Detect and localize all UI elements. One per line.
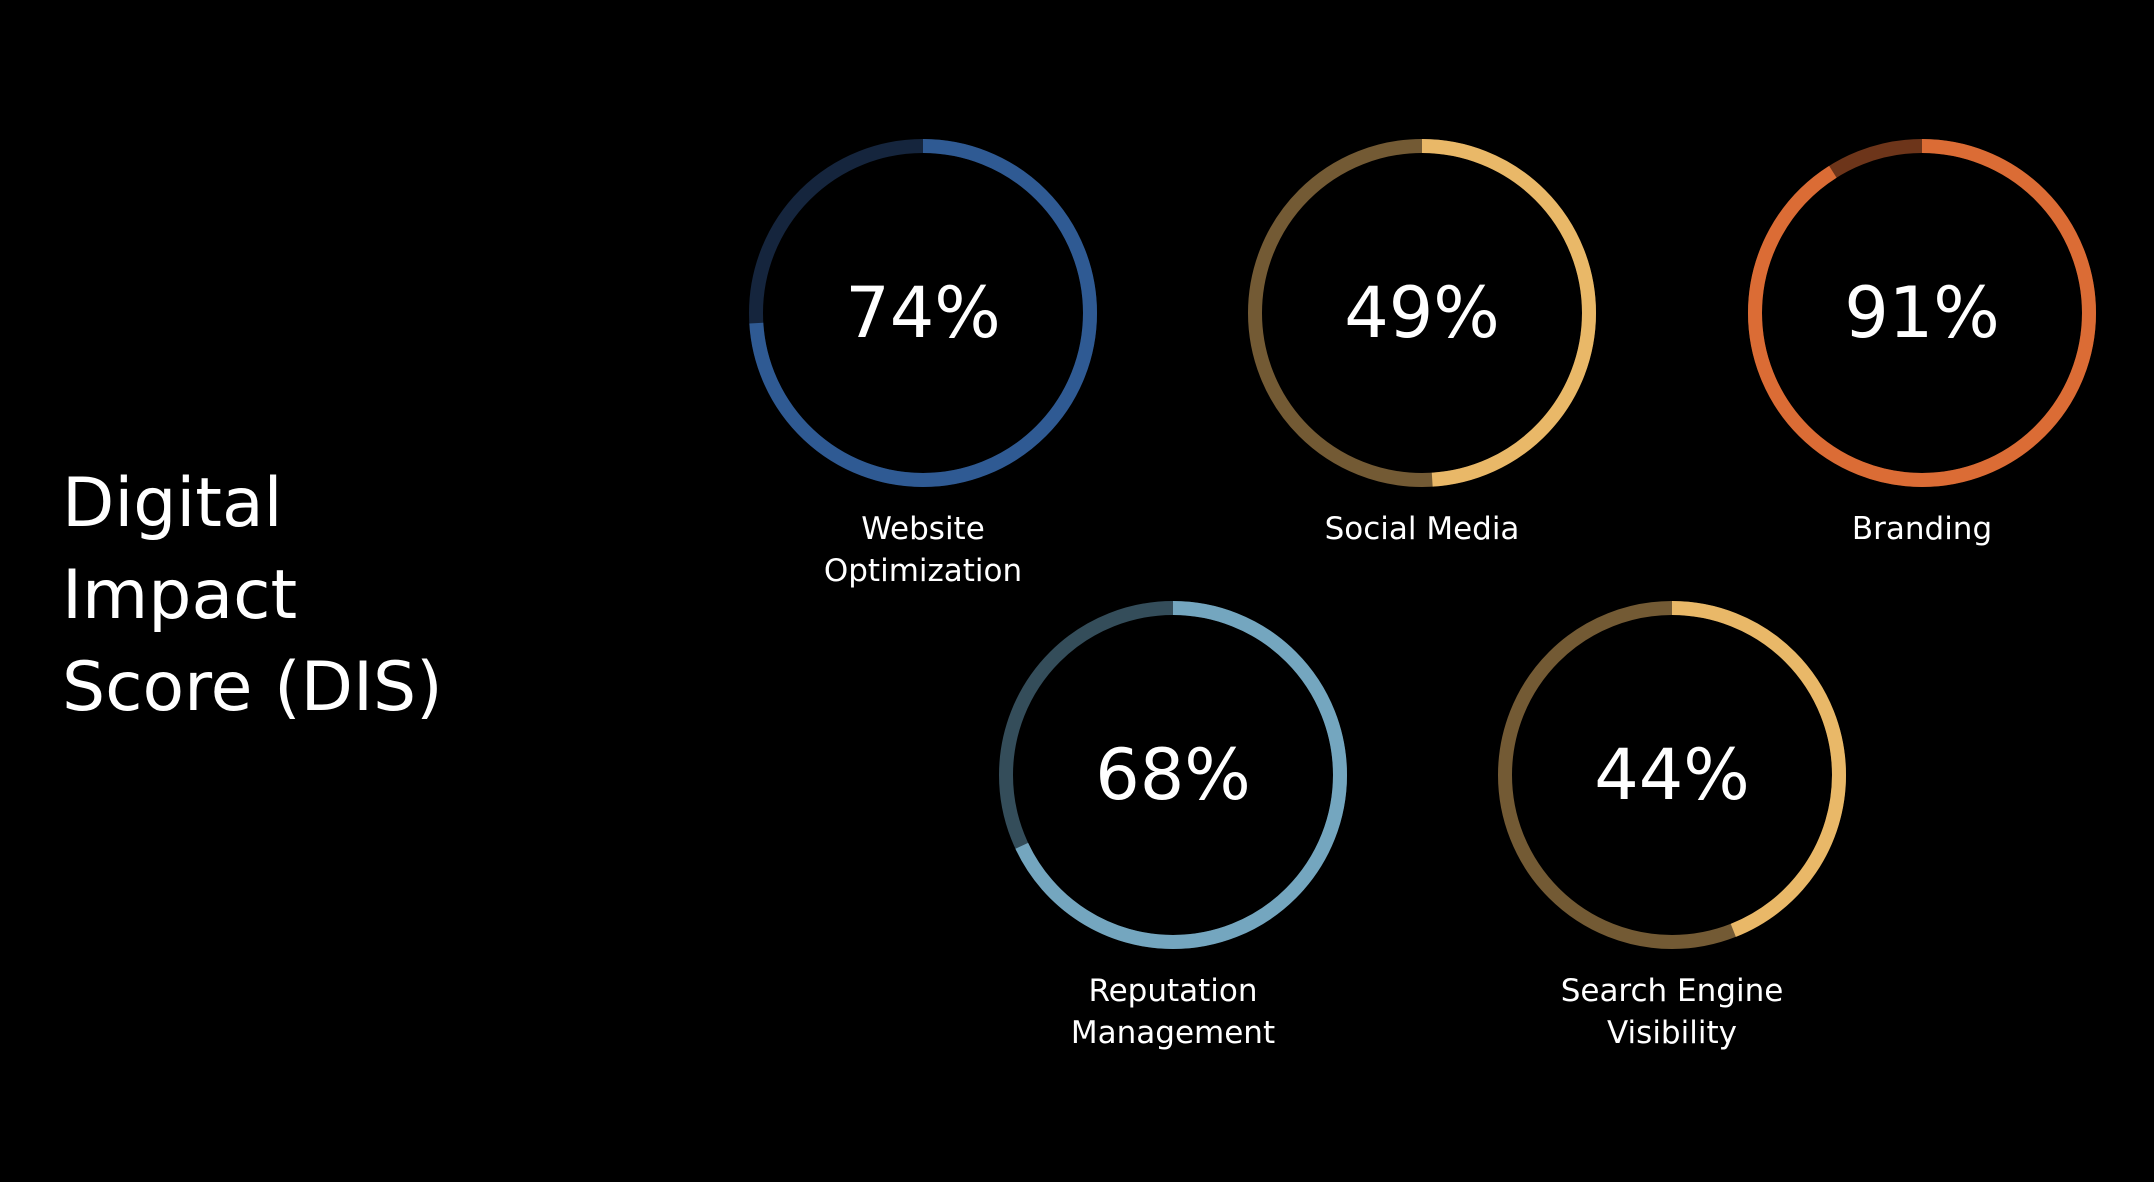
donut-chart-svg-search [1498,601,1846,949]
donut-arc [1498,601,1846,949]
category-label-line: Search Engine [1560,973,1784,1009]
category-label-line: Visibility [1607,1015,1737,1051]
donut-chart-svg-reputation [999,601,1347,949]
page-title: Digital Impact Score (DIS) [62,458,622,734]
donut-category-label: Social Media [1262,508,1582,550]
donut-chart-svg-branding [1748,139,2096,487]
category-label-line: Reputation [1088,973,1258,1009]
title-line-1: Digital [62,464,283,543]
donut-chart-svg-website [749,139,1097,487]
title-line-3: Score (DIS) [62,648,443,727]
donut-website-optimization: 74% [743,133,1103,493]
category-label-line: Optimization [823,553,1023,589]
donut-value-label: 68% [1095,734,1251,816]
category-label-line: Management [1070,1015,1276,1051]
donut-category-label: Website Optimization [763,508,1083,592]
donut-category-label: Branding [1762,508,2082,550]
donut-value-label: 74% [845,272,1001,354]
donut-value-label: 49% [1344,272,1500,354]
donut-value-label: 44% [1594,734,1750,816]
donut-category-label: Search Engine Visibility [1512,970,1832,1054]
donut-chart-svg-social [1248,139,1596,487]
donut-arc [749,139,1097,487]
donut-search-engine-visibility: 44% [1492,595,1852,955]
category-label-line: Social Media [1324,511,1520,547]
donut-arc [1748,139,2096,487]
donut-social-media: 49% [1242,133,1602,493]
donut-arc [1248,139,1596,487]
category-label-line: Branding [1851,511,1993,547]
donut-category-label: Reputation Management [1013,970,1333,1054]
category-label-line: Website [861,511,985,547]
donut-value-label: 91% [1844,272,2000,354]
donut-arc [999,601,1347,949]
title-line-2: Impact [62,556,298,635]
donut-branding: 91% [1742,133,2102,493]
donut-reputation-management: 68% [993,595,1353,955]
